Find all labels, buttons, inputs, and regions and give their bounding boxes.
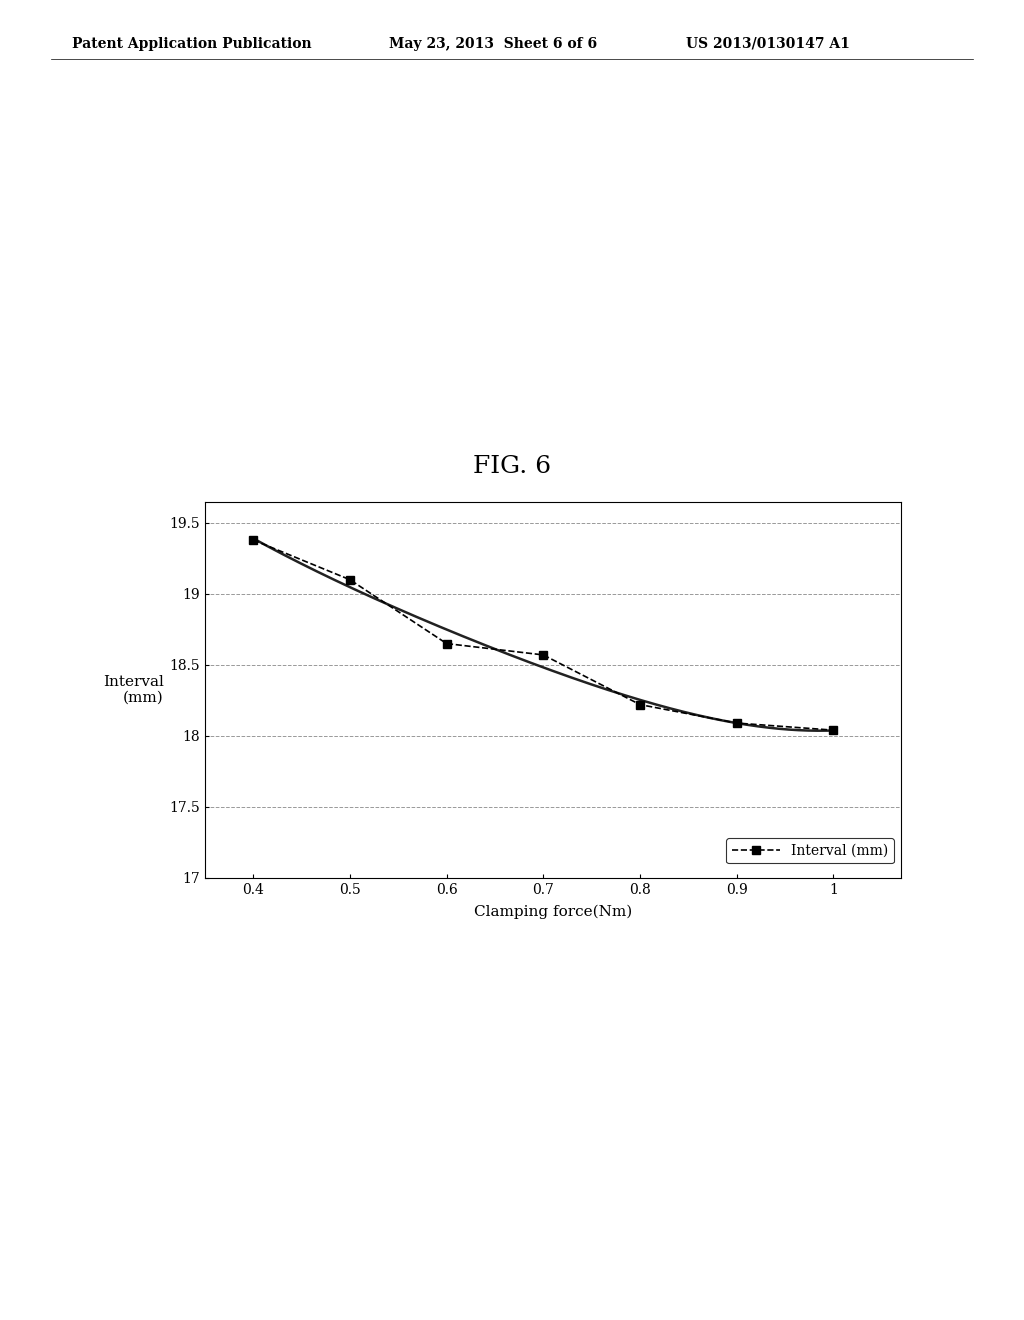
Line: Interval (mm): Interval (mm) xyxy=(249,536,838,734)
Interval (mm) xyxy=(440,636,453,652)
Interval (mm) xyxy=(634,697,646,713)
Legend: Interval (mm): Interval (mm) xyxy=(726,838,894,863)
Text: US 2013/0130147 A1: US 2013/0130147 A1 xyxy=(686,37,850,51)
Text: Patent Application Publication: Patent Application Publication xyxy=(72,37,311,51)
Text: FIG. 6: FIG. 6 xyxy=(473,455,551,478)
Text: May 23, 2013  Sheet 6 of 6: May 23, 2013 Sheet 6 of 6 xyxy=(389,37,597,51)
Interval (mm) xyxy=(827,722,840,738)
Interval (mm) xyxy=(247,532,259,548)
Interval (mm) xyxy=(344,572,356,587)
Y-axis label: Interval
(mm): Interval (mm) xyxy=(102,675,164,705)
Interval (mm) xyxy=(730,715,742,731)
Interval (mm) xyxy=(538,647,550,663)
X-axis label: Clamping force(Nm): Clamping force(Nm) xyxy=(474,906,632,920)
